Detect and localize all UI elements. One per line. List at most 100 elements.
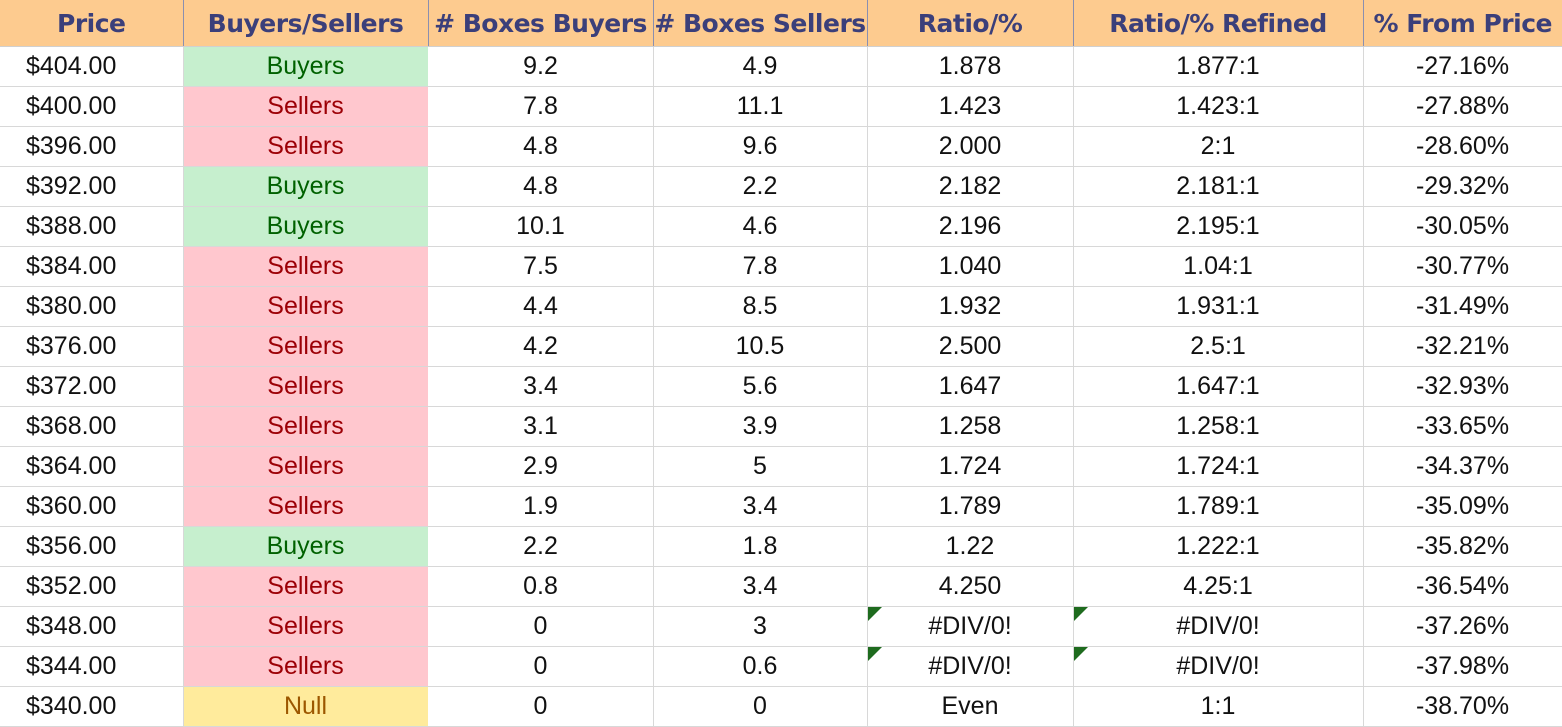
from-price-cell[interactable]: -27.88% bbox=[1363, 86, 1562, 127]
from-price-cell[interactable]: -32.93% bbox=[1363, 366, 1562, 407]
ratio-cell[interactable]: 2.500 bbox=[867, 326, 1074, 367]
price-cell[interactable]: $340.00 bbox=[0, 686, 184, 727]
boxes-buyers-cell[interactable]: 4.4 bbox=[428, 286, 654, 327]
header-ratio-refined[interactable]: Ratio/% Refined bbox=[1073, 0, 1364, 47]
ratio-cell[interactable]: 2.000 bbox=[867, 126, 1074, 167]
buyers-sellers-cell[interactable]: Sellers bbox=[183, 86, 429, 127]
boxes-buyers-cell[interactable]: 4.2 bbox=[428, 326, 654, 367]
error-indicator-icon[interactable] bbox=[867, 647, 882, 661]
ratio-refined-cell[interactable]: #DIV/0! bbox=[1073, 606, 1364, 647]
boxes-sellers-cell[interactable]: 0.6 bbox=[653, 646, 868, 687]
ratio-refined-cell[interactable]: 2.5:1 bbox=[1073, 326, 1364, 367]
buyers-sellers-cell[interactable]: Sellers bbox=[183, 326, 429, 367]
from-price-cell[interactable]: -35.82% bbox=[1363, 526, 1562, 567]
price-cell[interactable]: $352.00 bbox=[0, 566, 184, 607]
boxes-buyers-cell[interactable]: 4.8 bbox=[428, 166, 654, 207]
boxes-buyers-cell[interactable]: 0.8 bbox=[428, 566, 654, 607]
header-price[interactable]: Price bbox=[0, 0, 184, 47]
ratio-refined-cell[interactable]: 1.423:1 bbox=[1073, 86, 1364, 127]
boxes-buyers-cell[interactable]: 3.4 bbox=[428, 366, 654, 407]
ratio-refined-cell[interactable]: 4.25:1 bbox=[1073, 566, 1364, 607]
from-price-cell[interactable]: -34.37% bbox=[1363, 446, 1562, 487]
boxes-buyers-cell[interactable]: 7.8 bbox=[428, 86, 654, 127]
from-price-cell[interactable]: -29.32% bbox=[1363, 166, 1562, 207]
price-cell[interactable]: $360.00 bbox=[0, 486, 184, 527]
price-cell[interactable]: $396.00 bbox=[0, 126, 184, 167]
from-price-cell[interactable]: -35.09% bbox=[1363, 486, 1562, 527]
buyers-sellers-cell[interactable]: Sellers bbox=[183, 366, 429, 407]
ratio-cell[interactable]: 1.724 bbox=[867, 446, 1074, 487]
boxes-sellers-cell[interactable]: 8.5 bbox=[653, 286, 868, 327]
buyers-sellers-cell[interactable]: Sellers bbox=[183, 486, 429, 527]
ratio-refined-cell[interactable]: 1.222:1 bbox=[1073, 526, 1364, 567]
header-boxes-sellers[interactable]: # Boxes Sellers bbox=[653, 0, 868, 47]
ratio-refined-cell[interactable]: 1.931:1 bbox=[1073, 286, 1364, 327]
ratio-cell[interactable]: 4.250 bbox=[867, 566, 1074, 607]
buyers-sellers-cell[interactable]: Buyers bbox=[183, 526, 429, 567]
boxes-buyers-cell[interactable]: 9.2 bbox=[428, 46, 654, 87]
ratio-cell[interactable]: Even bbox=[867, 686, 1074, 727]
boxes-sellers-cell[interactable]: 7.8 bbox=[653, 246, 868, 287]
buyers-sellers-cell[interactable]: Sellers bbox=[183, 606, 429, 647]
ratio-refined-cell[interactable]: 1:1 bbox=[1073, 686, 1364, 727]
ratio-cell[interactable]: 1.040 bbox=[867, 246, 1074, 287]
ratio-cell[interactable]: 1.22 bbox=[867, 526, 1074, 567]
error-indicator-icon[interactable] bbox=[1073, 647, 1088, 661]
ratio-refined-cell[interactable]: 1.647:1 bbox=[1073, 366, 1364, 407]
boxes-buyers-cell[interactable]: 3.1 bbox=[428, 406, 654, 447]
boxes-sellers-cell[interactable]: 0 bbox=[653, 686, 868, 727]
boxes-sellers-cell[interactable]: 4.9 bbox=[653, 46, 868, 87]
from-price-cell[interactable]: -37.98% bbox=[1363, 646, 1562, 687]
boxes-sellers-cell[interactable]: 3 bbox=[653, 606, 868, 647]
boxes-sellers-cell[interactable]: 3.4 bbox=[653, 566, 868, 607]
error-indicator-icon[interactable] bbox=[867, 607, 882, 621]
price-cell[interactable]: $404.00 bbox=[0, 46, 184, 87]
boxes-sellers-cell[interactable]: 3.9 bbox=[653, 406, 868, 447]
ratio-refined-cell[interactable]: 1.877:1 bbox=[1073, 46, 1364, 87]
boxes-sellers-cell[interactable]: 2.2 bbox=[653, 166, 868, 207]
from-price-cell[interactable]: -28.60% bbox=[1363, 126, 1562, 167]
from-price-cell[interactable]: -30.77% bbox=[1363, 246, 1562, 287]
price-cell[interactable]: $400.00 bbox=[0, 86, 184, 127]
price-cell[interactable]: $376.00 bbox=[0, 326, 184, 367]
boxes-sellers-cell[interactable]: 5.6 bbox=[653, 366, 868, 407]
boxes-buyers-cell[interactable]: 0 bbox=[428, 686, 654, 727]
ratio-cell[interactable]: 1.647 bbox=[867, 366, 1074, 407]
ratio-refined-cell[interactable]: 1.724:1 bbox=[1073, 446, 1364, 487]
from-price-cell[interactable]: -32.21% bbox=[1363, 326, 1562, 367]
buyers-sellers-cell[interactable]: Buyers bbox=[183, 46, 429, 87]
from-price-cell[interactable]: -31.49% bbox=[1363, 286, 1562, 327]
price-cell[interactable]: $392.00 bbox=[0, 166, 184, 207]
ratio-cell[interactable]: 1.789 bbox=[867, 486, 1074, 527]
header-buyers-sellers[interactable]: Buyers/Sellers bbox=[183, 0, 429, 47]
ratio-cell[interactable]: 1.932 bbox=[867, 286, 1074, 327]
price-cell[interactable]: $364.00 bbox=[0, 446, 184, 487]
buyers-sellers-cell[interactable]: Sellers bbox=[183, 646, 429, 687]
boxes-sellers-cell[interactable]: 9.6 bbox=[653, 126, 868, 167]
boxes-sellers-cell[interactable]: 10.5 bbox=[653, 326, 868, 367]
boxes-buyers-cell[interactable]: 7.5 bbox=[428, 246, 654, 287]
boxes-buyers-cell[interactable]: 1.9 bbox=[428, 486, 654, 527]
buyers-sellers-cell[interactable]: Sellers bbox=[183, 286, 429, 327]
boxes-buyers-cell[interactable]: 10.1 bbox=[428, 206, 654, 247]
buyers-sellers-cell[interactable]: Sellers bbox=[183, 126, 429, 167]
error-indicator-icon[interactable] bbox=[1073, 607, 1088, 621]
ratio-refined-cell[interactable]: 1.258:1 bbox=[1073, 406, 1364, 447]
buyers-sellers-cell[interactable]: Buyers bbox=[183, 166, 429, 207]
price-cell[interactable]: $356.00 bbox=[0, 526, 184, 567]
buyers-sellers-cell[interactable]: Sellers bbox=[183, 406, 429, 447]
from-price-cell[interactable]: -37.26% bbox=[1363, 606, 1562, 647]
boxes-buyers-cell[interactable]: 0 bbox=[428, 646, 654, 687]
ratio-cell[interactable]: 1.258 bbox=[867, 406, 1074, 447]
price-cell[interactable]: $368.00 bbox=[0, 406, 184, 447]
boxes-sellers-cell[interactable]: 1.8 bbox=[653, 526, 868, 567]
ratio-refined-cell[interactable]: 2.195:1 bbox=[1073, 206, 1364, 247]
ratio-cell[interactable]: #DIV/0! bbox=[867, 606, 1074, 647]
price-cell[interactable]: $344.00 bbox=[0, 646, 184, 687]
boxes-sellers-cell[interactable]: 5 bbox=[653, 446, 868, 487]
price-cell[interactable]: $388.00 bbox=[0, 206, 184, 247]
buyers-sellers-cell[interactable]: Sellers bbox=[183, 566, 429, 607]
boxes-buyers-cell[interactable]: 4.8 bbox=[428, 126, 654, 167]
boxes-buyers-cell[interactable]: 2.2 bbox=[428, 526, 654, 567]
header-from-price[interactable]: % From Price bbox=[1363, 0, 1562, 47]
